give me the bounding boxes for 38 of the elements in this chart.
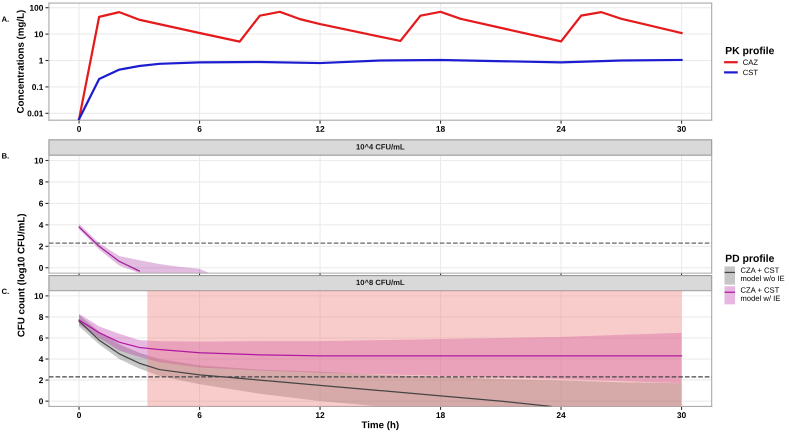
legend-title: PK profile — [726, 46, 774, 56]
x-tick-label: 30 — [677, 412, 686, 418]
y-tick-label: 8 — [38, 314, 44, 320]
x-tick-label: 24 — [556, 412, 566, 418]
y-tick-label: 1 — [39, 58, 44, 64]
y-axis-title: CFU count (log10 CFU/mL) — [17, 214, 26, 337]
x-tick-label: 12 — [316, 126, 324, 132]
y-tick-label: 0 — [39, 264, 44, 271]
x-tick-label: 6 — [198, 126, 202, 132]
y-tick-label: 2 — [39, 244, 44, 250]
x-tick-label: 0 — [77, 126, 82, 132]
y-tick-label: 100 — [30, 4, 44, 11]
x-tick-label: 12 — [316, 412, 324, 418]
x-tick-label: 18 — [436, 412, 445, 418]
x-tick-label: 30 — [677, 126, 686, 132]
y-tick-label: 6 — [39, 335, 44, 342]
y-tick-label: 4 — [38, 222, 44, 228]
y-tick-label: 2 — [39, 377, 44, 384]
y-tick-label: 4 — [38, 356, 44, 362]
y-tick-label: 0.01 — [27, 110, 44, 116]
y-tick-label: 10 — [34, 31, 44, 38]
legend-title: PD profile — [726, 254, 774, 264]
y-tick-label: 8 — [38, 179, 44, 186]
line-series — [78, 10, 683, 120]
x-axis-title: Time (h) — [362, 421, 399, 430]
x-tick-label: 0 — [77, 412, 82, 418]
line-series — [78, 58, 683, 120]
y-tick-label: 0 — [39, 398, 44, 404]
line-series — [78, 226, 140, 272]
x-tick-label: 6 — [198, 412, 202, 418]
y-tick-label: 6 — [39, 200, 44, 207]
x-tick-label: 18 — [436, 126, 445, 132]
y-axis-title: Concentrations (mg/L) — [16, 10, 26, 114]
y-tick-label: 10 — [34, 158, 44, 164]
y-tick-label: 0.1 — [32, 84, 44, 90]
x-tick-label: 24 — [556, 126, 566, 132]
line-series — [78, 319, 682, 356]
y-tick-label: 10 — [34, 293, 44, 299]
